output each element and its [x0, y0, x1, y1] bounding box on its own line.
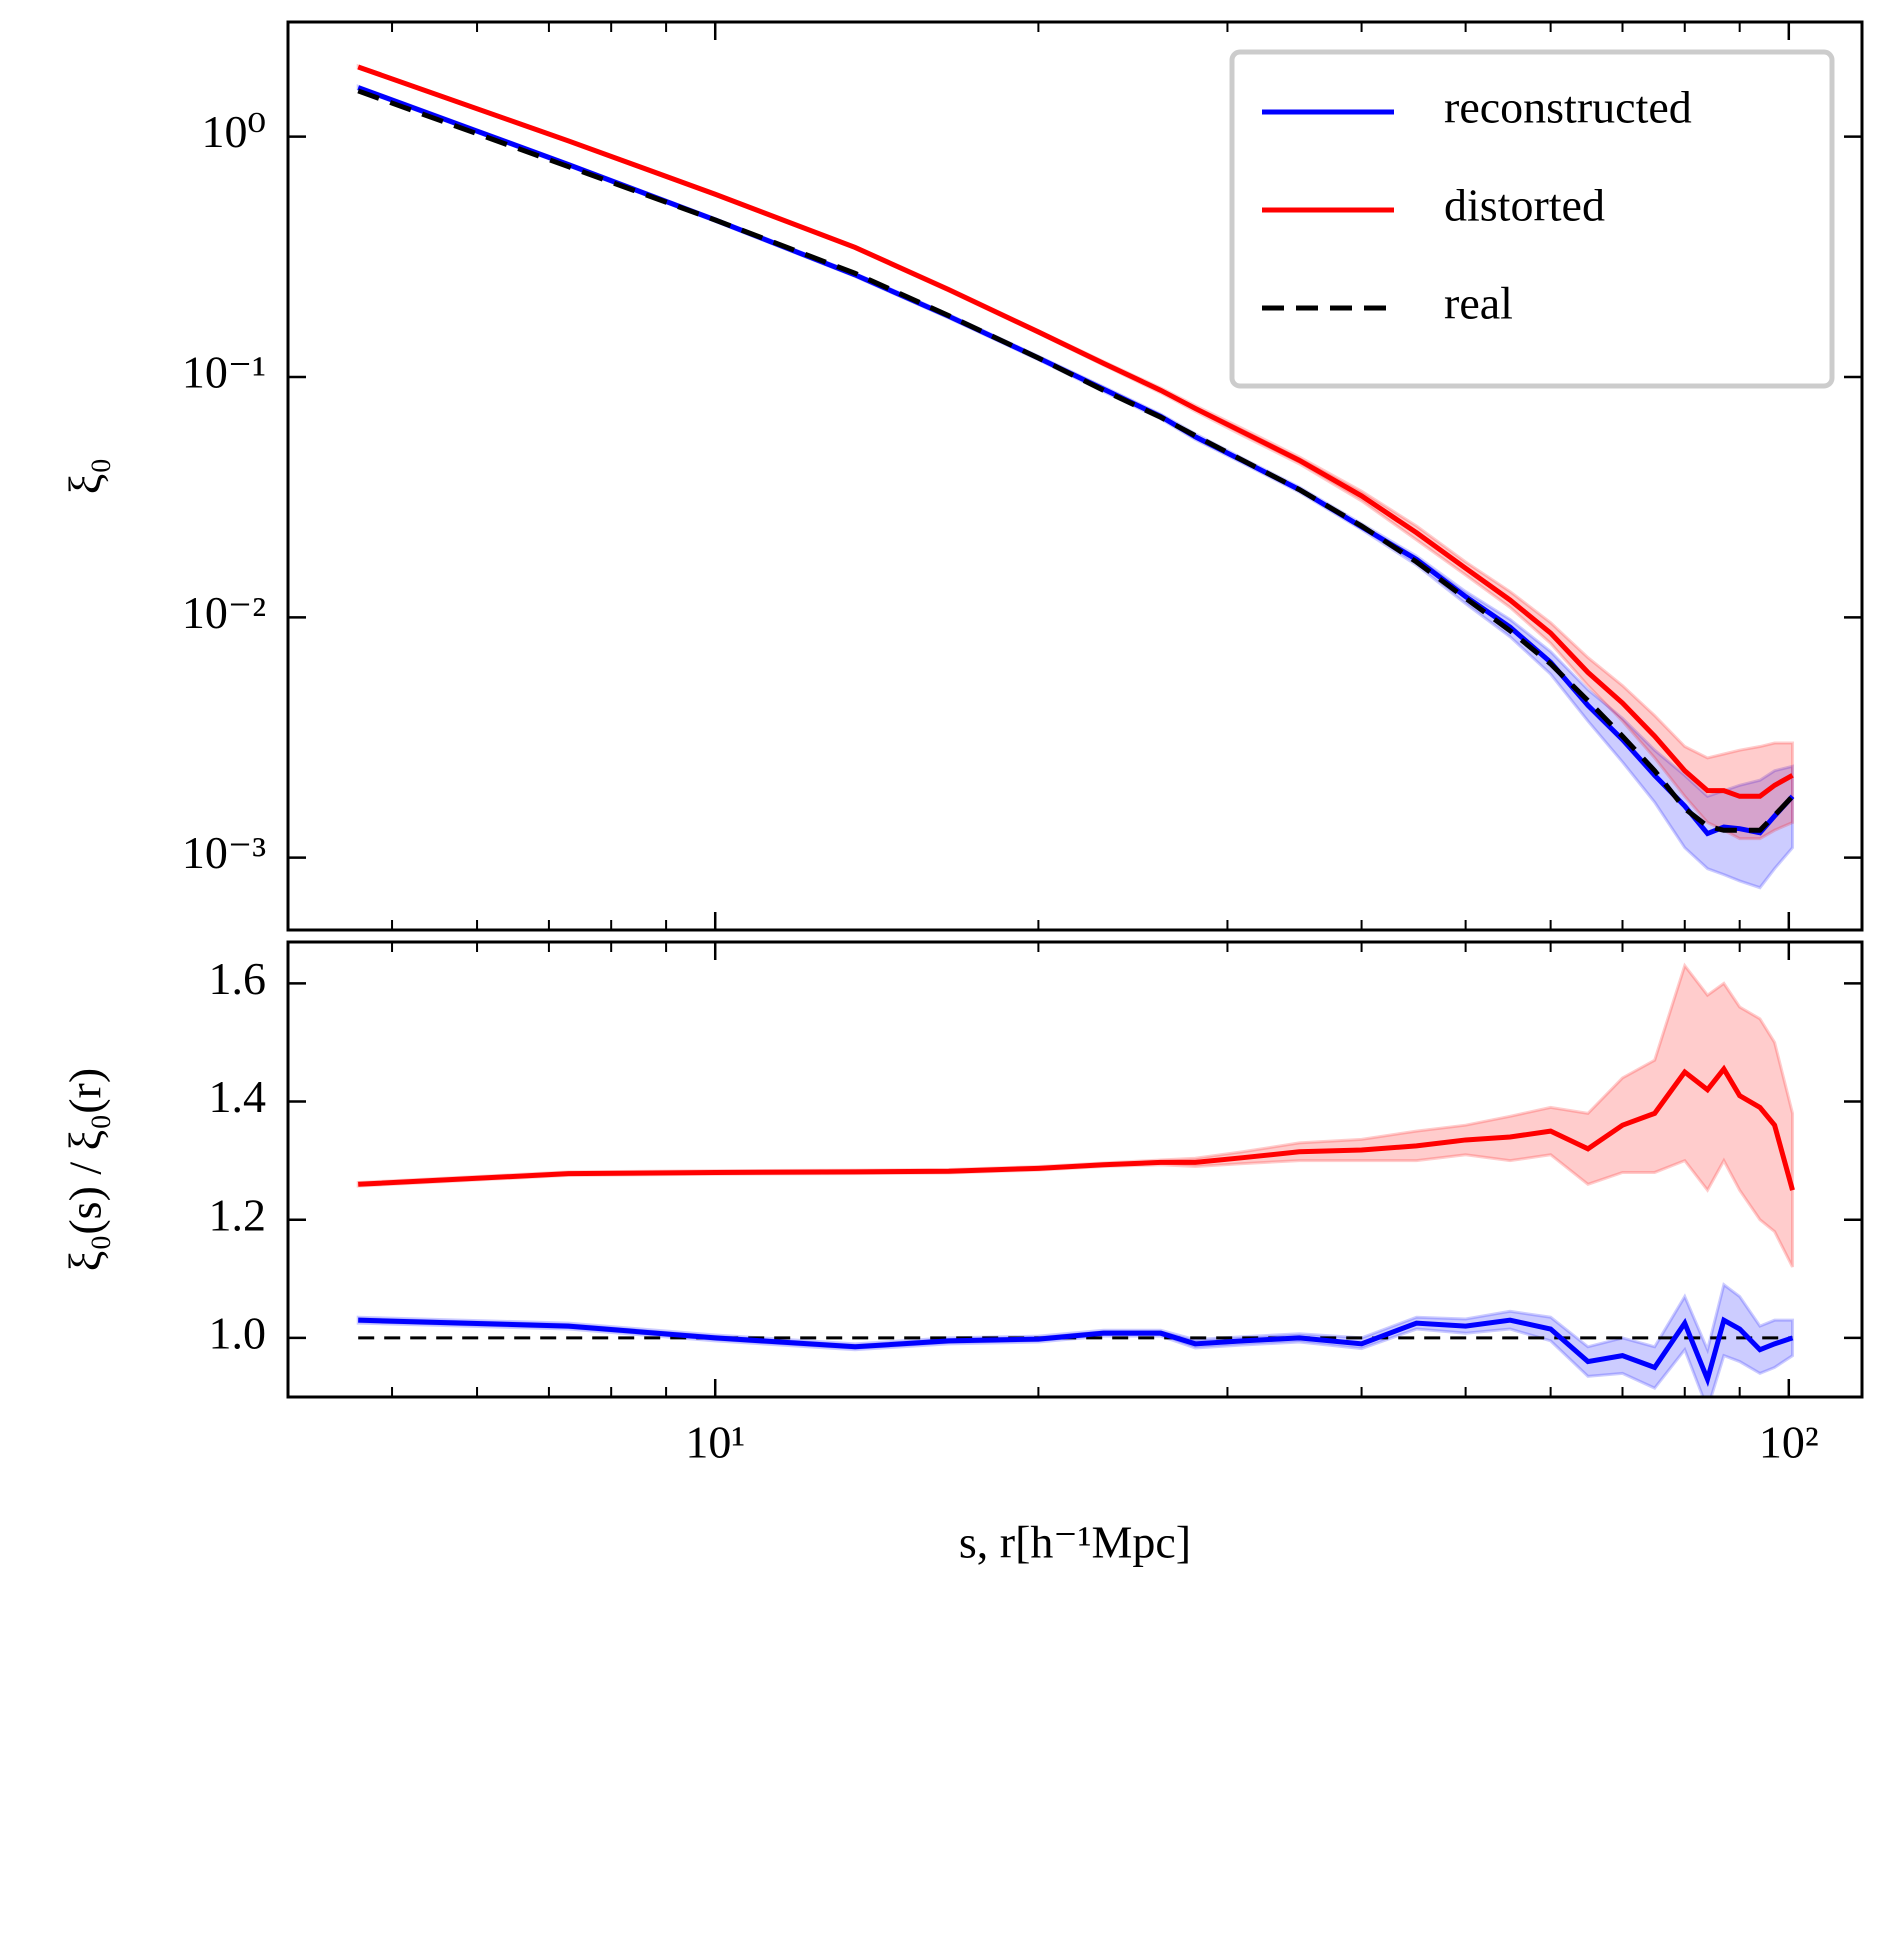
x-tick-label: 10¹ — [685, 1417, 745, 1468]
x-axis-label: s, r[h⁻¹Mpc] — [959, 1517, 1191, 1568]
y-tick-label: 1.2 — [209, 1189, 267, 1240]
y-tick-label: 10⁰ — [202, 106, 266, 157]
plot-frame — [286, 20, 1864, 932]
series-line — [358, 1064, 1795, 1191]
legend-box — [1229, 49, 1835, 389]
y-tick-label: 1.6 — [209, 953, 267, 1004]
legend-label: reconstructed — [1444, 82, 1692, 133]
series-line — [357, 64, 1794, 799]
y-tick-label: 10⁻¹ — [182, 347, 266, 398]
legend-label: real — [1444, 278, 1513, 329]
series-line — [357, 88, 1795, 833]
x-tick-label: 10² — [1759, 1417, 1819, 1468]
y-axis-label: ξ₀(s) / ξ₀(r) — [60, 1068, 111, 1271]
plot-frame — [286, 940, 1864, 1399]
y-tick-label: 10⁻³ — [182, 827, 266, 878]
error-band — [356, 1282, 1795, 1397]
y-tick-label: 10⁻² — [182, 587, 266, 638]
y-tick-label: 1.0 — [209, 1307, 267, 1358]
series-line — [358, 1316, 1794, 1388]
error-band — [356, 962, 1795, 1268]
legend-label: distorted — [1444, 180, 1605, 231]
y-tick-label: 1.4 — [209, 1071, 267, 1122]
y-axis-label: ξ₀ — [60, 458, 111, 495]
